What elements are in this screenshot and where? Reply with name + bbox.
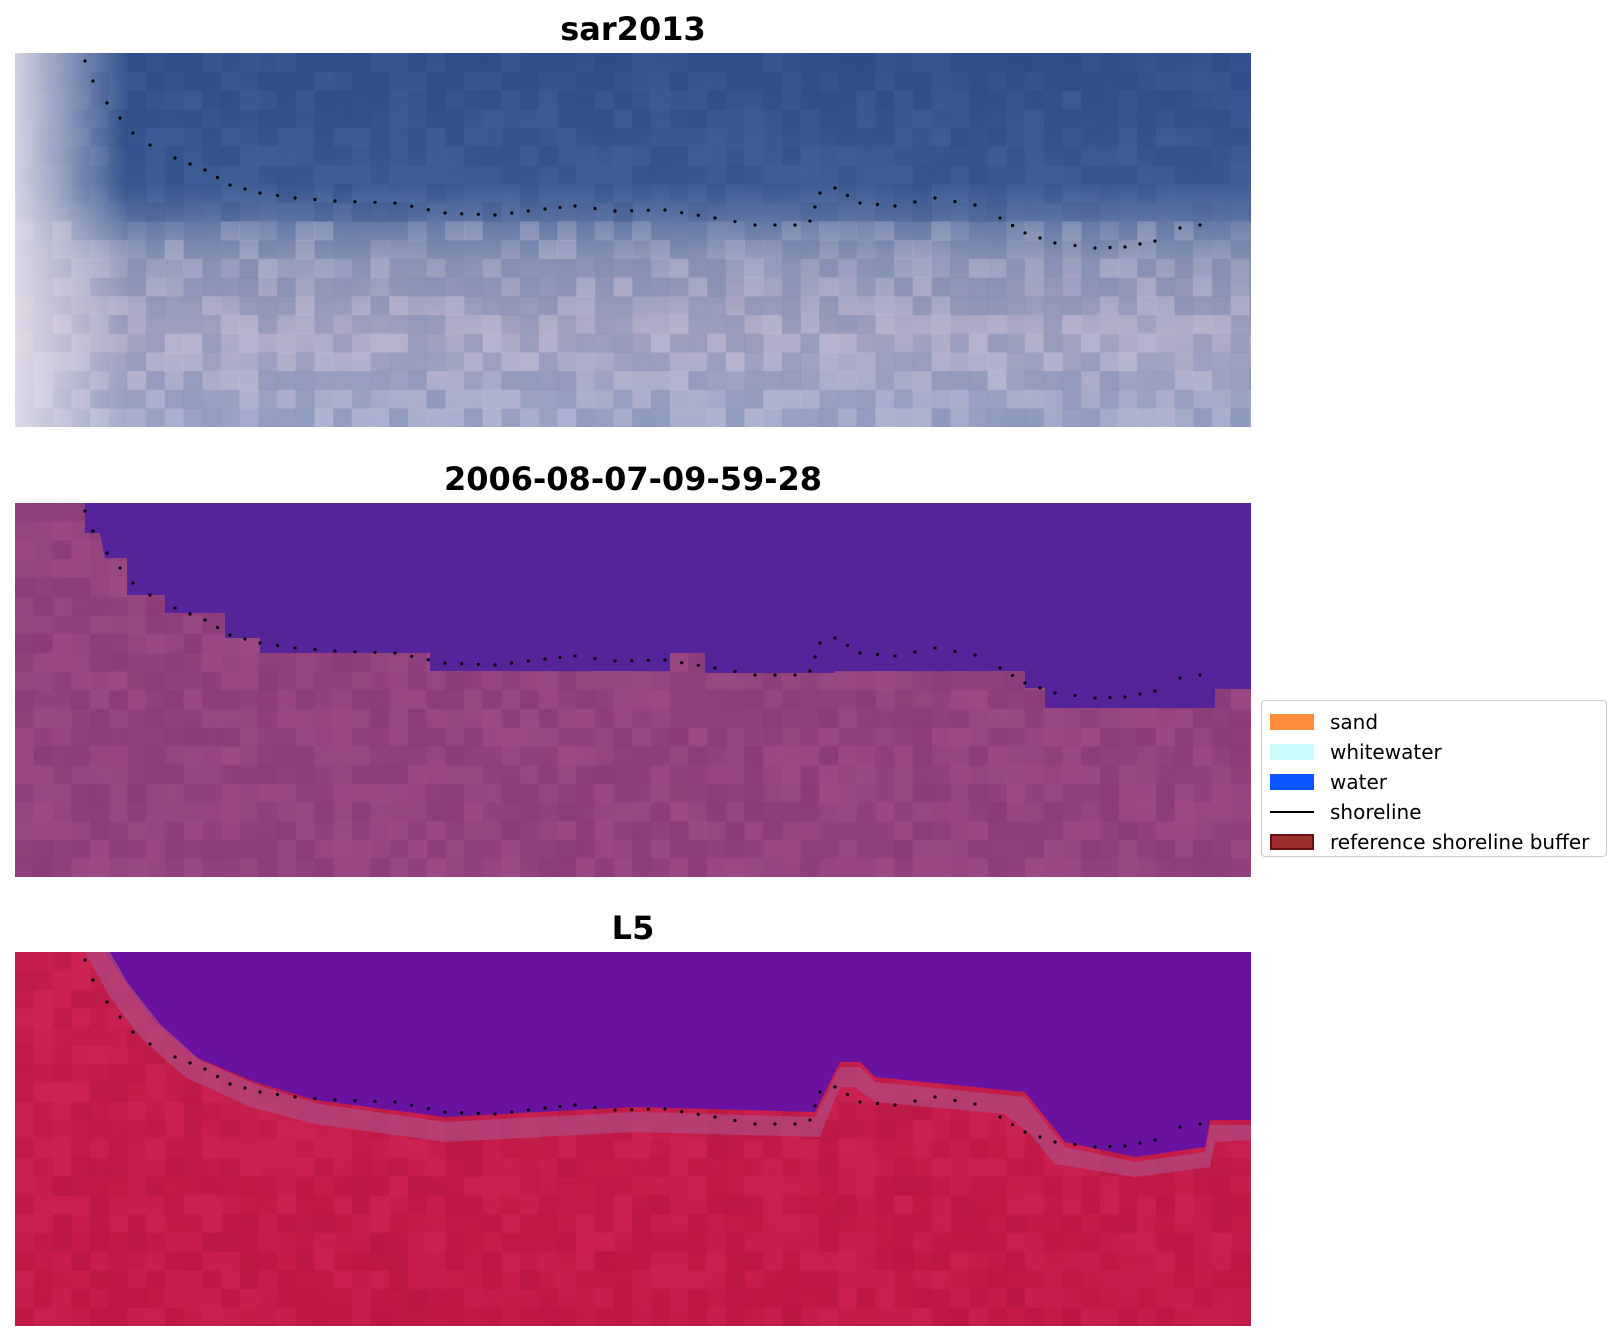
satellite-image-panel <box>15 53 1251 427</box>
shoreline-dots <box>83 509 1202 700</box>
legend-item-whitewater: whitewater <box>1270 737 1598 767</box>
legend-label: whitewater <box>1330 740 1442 764</box>
legend-item-water: water <box>1270 767 1598 797</box>
shoreline-dots <box>83 958 1202 1149</box>
legend-label: water <box>1330 770 1387 794</box>
shoreline-dots <box>83 59 1202 250</box>
legend-label: sand <box>1330 710 1379 734</box>
buffer-swatch-icon <box>1270 834 1314 850</box>
sand-swatch-icon <box>1270 714 1314 730</box>
legend-item-reference-shoreline-buffer: reference shoreline buffer <box>1270 827 1598 857</box>
index-image-panel <box>15 952 1251 1326</box>
panel-title-3: L5 <box>611 909 655 947</box>
legend-label: reference shoreline buffer <box>1330 830 1590 854</box>
transition-band <box>85 952 1251 1177</box>
legend-item-sand: sand <box>1270 707 1598 737</box>
legend-label: shoreline <box>1330 800 1422 824</box>
legend: sand whitewater water shoreline referenc… <box>1261 700 1607 857</box>
whitewater-swatch-icon <box>1270 744 1314 760</box>
panel-title-1: sar2013 <box>560 10 706 48</box>
water-swatch-icon <box>1270 774 1314 790</box>
legend-item-shoreline: shoreline <box>1270 797 1598 827</box>
shoreline-swatch-icon <box>1270 804 1314 820</box>
classified-image-panel <box>15 503 1251 877</box>
water-index-region <box>105 952 1251 1157</box>
panel-title-2: 2006-08-07-09-59-28 <box>443 460 823 498</box>
water-class-region <box>85 503 1251 708</box>
